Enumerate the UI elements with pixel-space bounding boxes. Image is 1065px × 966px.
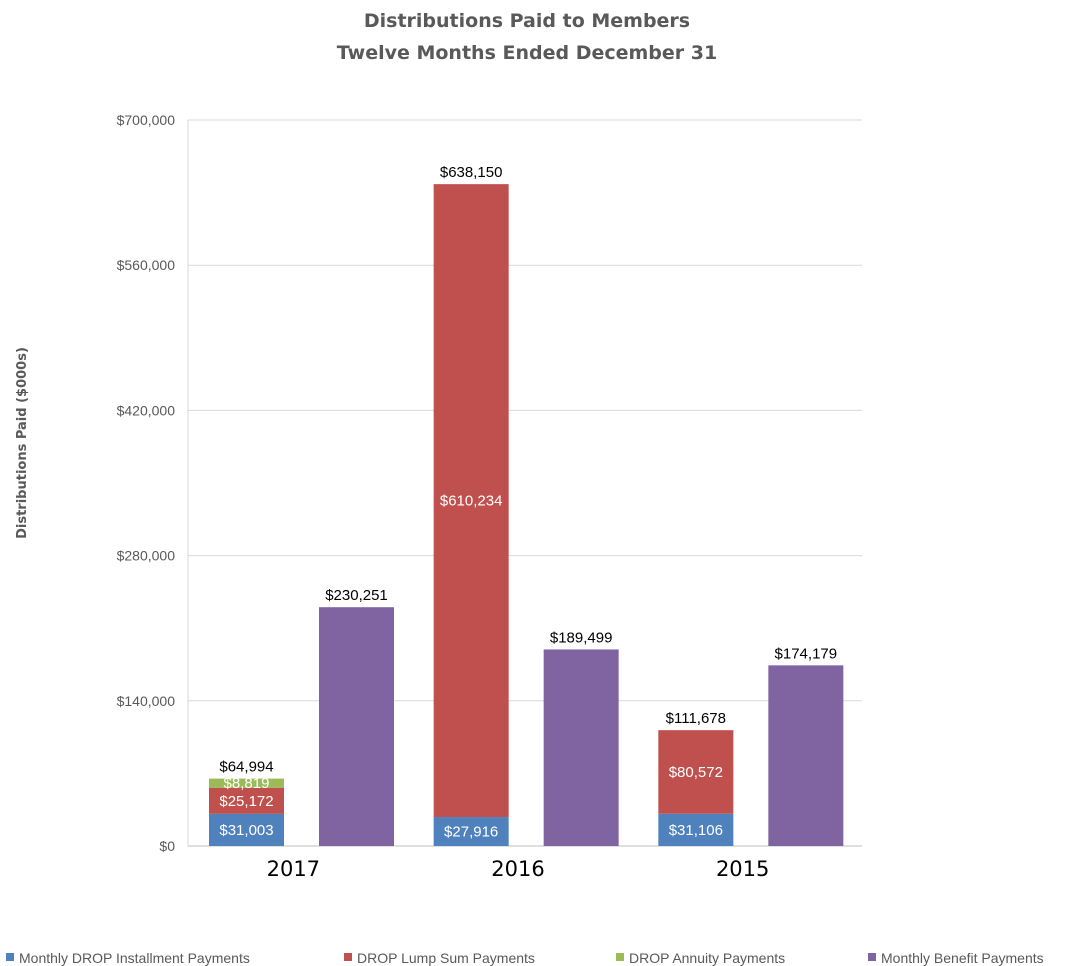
legend-item: DROP Annuity Payments — [616, 950, 785, 966]
legend-item: Monthly DROP Installment Payments — [6, 950, 250, 966]
bar-segment — [209, 778, 284, 788]
bar-segment — [209, 787, 284, 814]
legend-swatch — [6, 953, 14, 961]
y-tick-label: $280,000 — [117, 548, 176, 564]
legend-label: DROP Lump Sum Payments — [357, 950, 535, 966]
bar-segment — [433, 184, 509, 818]
y-tick-label: $420,000 — [117, 402, 176, 418]
y-tick-label: $560,000 — [117, 257, 176, 273]
legend-item: DROP Lump Sum Payments — [344, 950, 535, 966]
x-axis-ticks: 2017 2016 2015 — [267, 857, 770, 881]
data-label: $610,234 — [440, 493, 503, 510]
data-label: $230,251 — [325, 587, 388, 604]
chart-subtitle: Twelve Months Ended December 31 — [337, 42, 717, 64]
y-tick-label: $140,000 — [117, 693, 176, 709]
bar-monthly-benefit — [768, 665, 844, 846]
bar-monthly-benefit — [319, 607, 394, 846]
bar-segment — [433, 817, 509, 846]
x-tick-label: 2017 — [267, 857, 320, 881]
legend-label: Monthly DROP Installment Payments — [19, 950, 250, 966]
y-tick-label: $700,000 — [117, 112, 176, 128]
legend-label: DROP Annuity Payments — [629, 950, 785, 966]
data-label: $25,172 — [219, 793, 273, 810]
bar-segment — [209, 813, 284, 846]
legend-swatch — [616, 953, 624, 961]
bar-monthly-benefit — [543, 649, 619, 846]
data-labels: $31,003 $25,172$8,819$64,994 $230,251 $27,9… — [219, 164, 837, 840]
stack-total-label: $638,150 — [440, 164, 503, 181]
x-tick-label: 2015 — [716, 857, 769, 881]
legend-item: Monthly Benefit Payments — [868, 950, 1044, 966]
bar-segment — [658, 813, 734, 846]
stack-total-label: $64,994 — [219, 759, 273, 776]
gridlines — [187, 119, 862, 847]
y-axis-ticks: $0 $140,000 $280,000 $420,000 $560,000 $700,0… — [117, 112, 176, 854]
bars — [209, 184, 844, 846]
chart-title: Distributions Paid to Members — [364, 10, 690, 32]
y-axis-label: Distributions Paid ($000s) — [15, 347, 30, 539]
legend-swatch — [868, 953, 876, 961]
legend-label: Monthly Benefit Payments — [881, 950, 1044, 966]
data-label: $80,572 — [669, 764, 723, 781]
x-tick-label: 2016 — [491, 857, 544, 881]
stack-total-label: $111,678 — [666, 710, 726, 727]
data-label: $189,499 — [550, 629, 613, 646]
data-label: $8,819 — [224, 775, 270, 792]
y-tick-label: $0 — [159, 838, 175, 854]
data-label: $31,003 — [219, 822, 273, 839]
legend: Monthly DROP Installment Payments DROP Lu… — [6, 950, 1044, 966]
data-label: $31,106 — [669, 822, 723, 839]
data-label: $174,179 — [775, 645, 838, 662]
data-label: $27,916 — [444, 824, 498, 841]
bar-segment — [658, 730, 734, 814]
legend-swatch — [344, 953, 352, 961]
